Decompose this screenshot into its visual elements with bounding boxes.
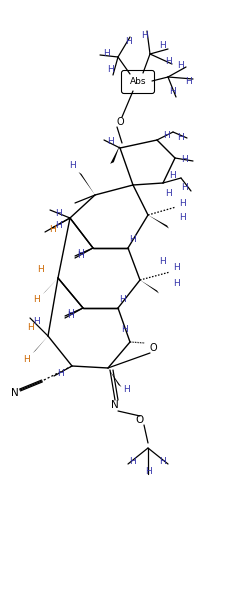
Text: H: H	[124, 37, 132, 46]
Polygon shape	[108, 368, 122, 387]
Polygon shape	[43, 278, 58, 294]
Text: H: H	[182, 183, 188, 192]
Text: H: H	[170, 87, 176, 96]
Text: H: H	[78, 251, 84, 260]
Polygon shape	[33, 336, 48, 353]
Text: H: H	[159, 42, 166, 51]
Text: N: N	[111, 400, 119, 410]
Text: H: H	[32, 317, 40, 326]
Text: H: H	[164, 189, 172, 198]
Text: H: H	[144, 467, 152, 476]
FancyBboxPatch shape	[122, 71, 154, 93]
Text: H: H	[174, 279, 180, 288]
Text: H: H	[142, 31, 148, 40]
Text: O: O	[136, 415, 144, 425]
Text: H: H	[178, 133, 184, 142]
Text: H: H	[164, 130, 170, 139]
Text: H: H	[78, 248, 84, 257]
Text: H: H	[54, 209, 62, 218]
Text: H: H	[130, 236, 136, 244]
Text: N: N	[11, 388, 19, 398]
Text: H: H	[180, 213, 186, 223]
Text: O: O	[149, 343, 157, 353]
Text: H: H	[174, 264, 180, 273]
Text: H: H	[184, 78, 192, 86]
Text: H: H	[68, 312, 74, 321]
Text: H: H	[120, 295, 126, 305]
Polygon shape	[140, 280, 159, 294]
Text: H: H	[32, 295, 40, 305]
Text: H: H	[106, 137, 114, 147]
Text: H: H	[103, 49, 110, 58]
Polygon shape	[110, 145, 120, 164]
Text: H: H	[130, 456, 136, 466]
Text: H: H	[70, 160, 76, 169]
Text: H: H	[68, 309, 74, 318]
Text: H: H	[122, 326, 128, 335]
Text: H: H	[160, 456, 166, 466]
Text: H: H	[176, 60, 184, 69]
Text: Abs: Abs	[130, 78, 146, 86]
Text: H: H	[48, 226, 56, 235]
Text: H: H	[122, 385, 130, 394]
Polygon shape	[148, 215, 169, 229]
Text: H: H	[170, 171, 176, 180]
Text: H: H	[106, 66, 114, 75]
Text: H: H	[26, 323, 34, 332]
Text: H: H	[54, 221, 62, 230]
Text: H: H	[164, 57, 172, 66]
Text: H: H	[56, 370, 64, 379]
Polygon shape	[78, 172, 95, 195]
Text: H: H	[182, 156, 188, 165]
Text: H: H	[159, 257, 166, 267]
Text: H: H	[36, 265, 44, 274]
Text: H: H	[22, 355, 30, 364]
Text: H: H	[180, 198, 186, 207]
Text: O: O	[116, 117, 124, 127]
